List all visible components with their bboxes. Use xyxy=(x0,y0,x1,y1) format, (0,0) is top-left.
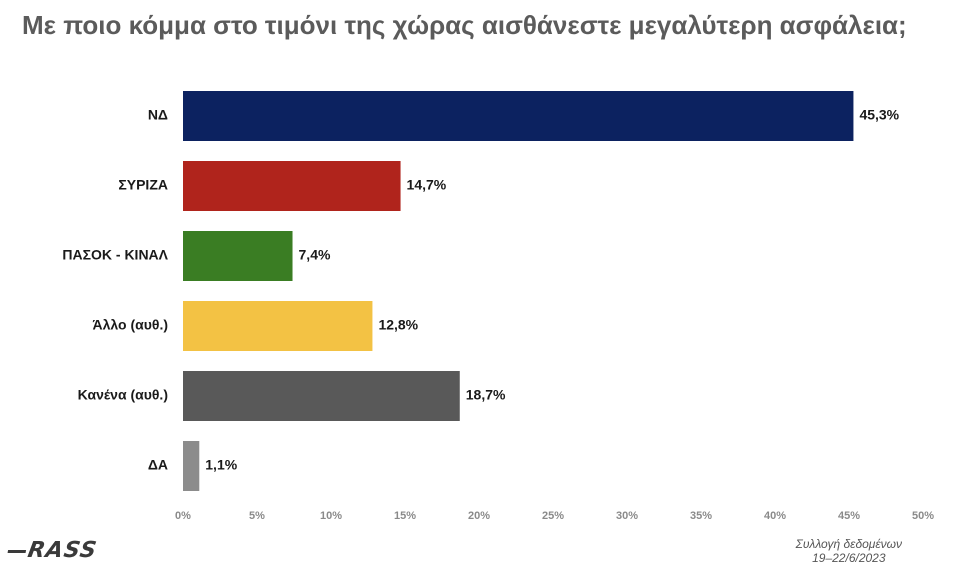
x-tick-label: 40% xyxy=(764,510,786,522)
x-tick-label: 35% xyxy=(690,510,712,522)
category-label: ΣΥΡΙΖΑ xyxy=(118,177,168,193)
category-label: ΝΔ xyxy=(148,107,168,123)
data-collection-note: Συλλογή δεδομένων 19–22/6/2023 xyxy=(796,537,902,565)
bar xyxy=(183,161,401,211)
x-tick-label: 0% xyxy=(175,510,191,522)
x-tick-label: 10% xyxy=(320,510,342,522)
rass-logo: RASS xyxy=(6,538,99,563)
category-label: ΠΑΣΟΚ - ΚΙΝΑΛ xyxy=(62,247,168,263)
x-tick-label: 15% xyxy=(394,510,416,522)
footer-line-1: Συλλογή δεδομένων xyxy=(795,537,902,551)
bar xyxy=(183,91,854,141)
bar xyxy=(183,301,373,351)
x-tick-label: 25% xyxy=(542,510,564,522)
x-tick-label: 5% xyxy=(249,510,265,522)
category-label: Άλλο (αυθ.) xyxy=(93,317,169,333)
footer-line-2: 19–22/6/2023 xyxy=(812,551,886,565)
x-tick-label: 50% xyxy=(912,510,934,522)
chart-title: Με ποιο κόμμα στο τιμόνι της χώρας αισθά… xyxy=(22,10,907,40)
value-label: 45,3% xyxy=(859,107,899,123)
value-label: 12,8% xyxy=(378,317,418,333)
value-label: 18,7% xyxy=(466,387,506,403)
bar xyxy=(183,441,200,491)
value-label: 1,1% xyxy=(205,457,237,473)
bar xyxy=(183,371,460,421)
x-tick-label: 30% xyxy=(616,510,638,522)
logo-text: RASS xyxy=(25,538,100,563)
category-label: ΔΑ xyxy=(148,457,168,473)
bar xyxy=(183,231,293,281)
x-tick-label: 20% xyxy=(468,510,490,522)
category-label: Κανένα (αυθ.) xyxy=(78,387,168,403)
value-label: 7,4% xyxy=(299,247,331,263)
x-tick-label: 45% xyxy=(838,510,860,522)
value-label: 14,7% xyxy=(407,177,447,193)
